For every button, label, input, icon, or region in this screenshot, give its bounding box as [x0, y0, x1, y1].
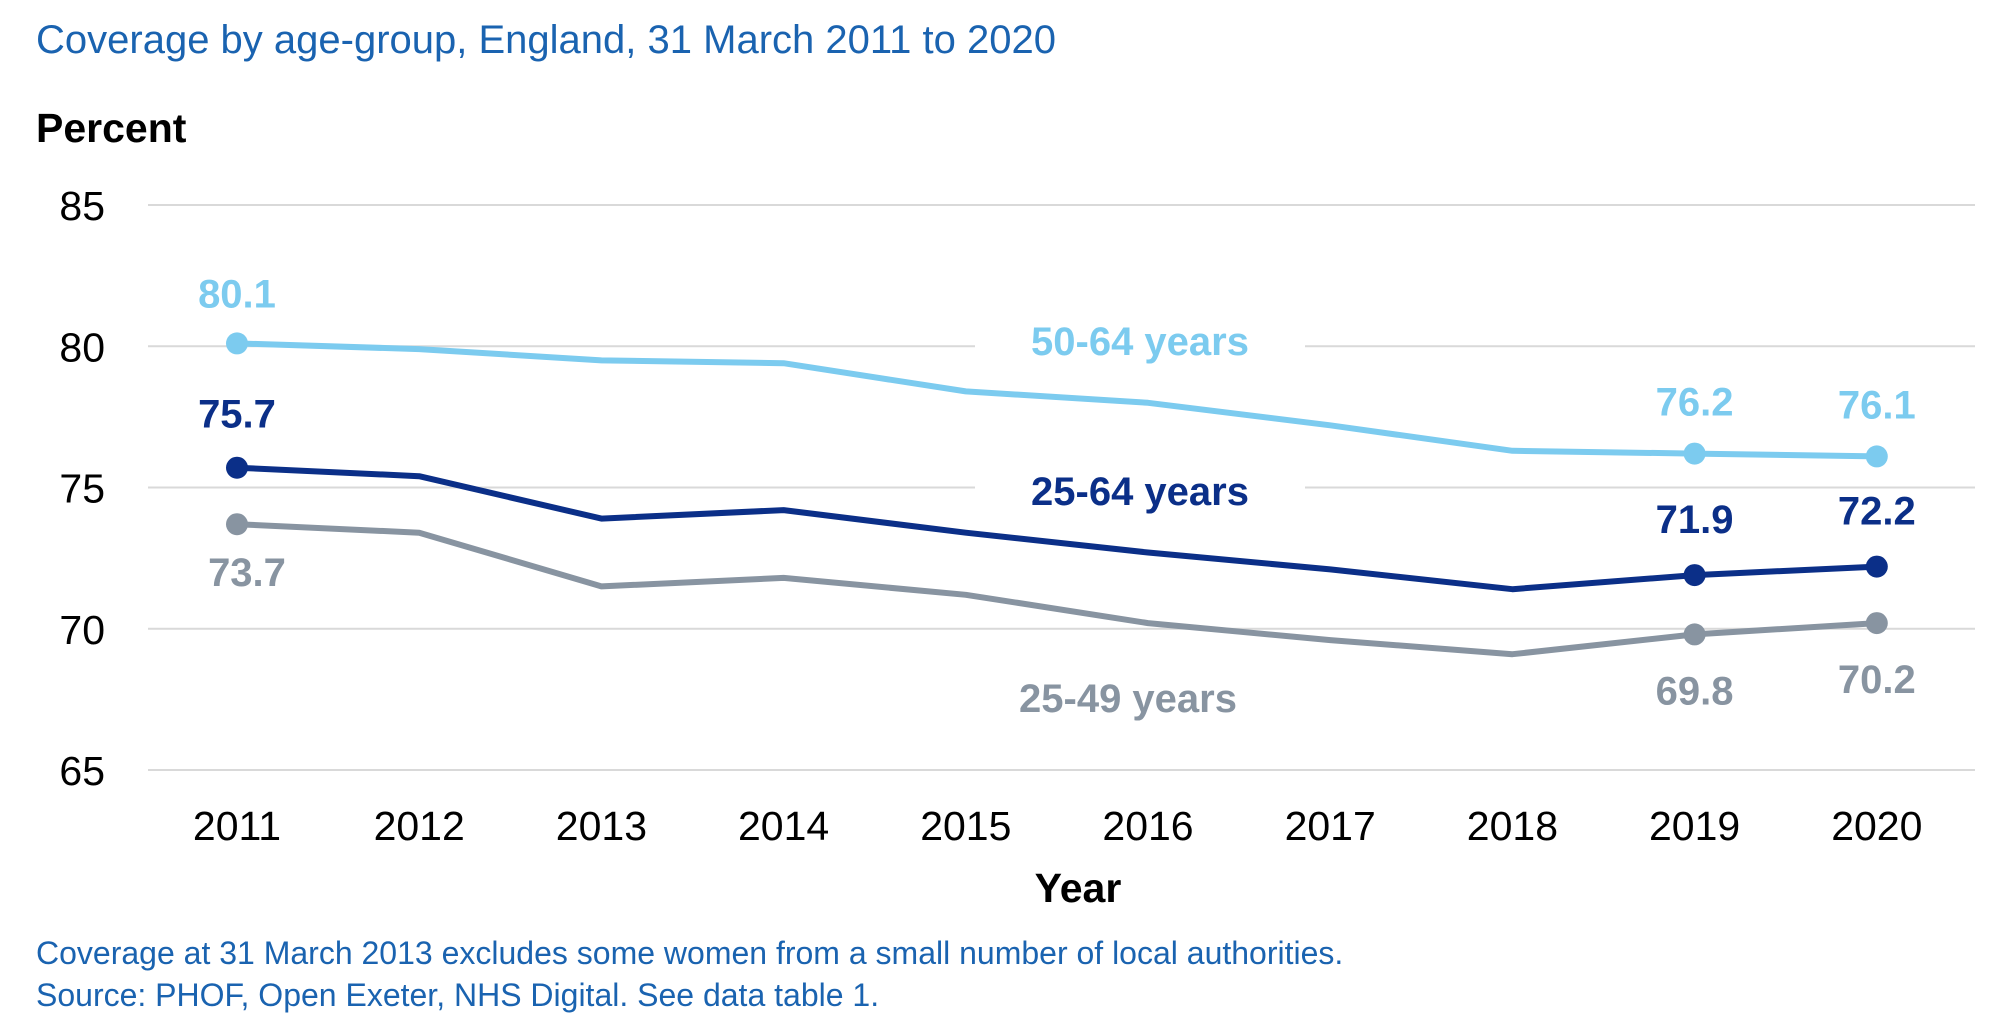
x-axis-title: Year	[1035, 865, 1122, 911]
series-lines	[226, 332, 1888, 658]
x-tick-2015: 2015	[920, 803, 1011, 849]
data-point-25-49-years-2011	[226, 513, 248, 536]
y-tick-65: 65	[59, 748, 105, 794]
x-tick-2017: 2017	[1285, 803, 1376, 849]
data-point-25-64-years-2019	[1683, 564, 1706, 587]
data-label-25-49-years-2011: 73.7	[208, 551, 286, 595]
y-tick-labels: 65 70 75 80 85	[59, 183, 105, 794]
data-label-25-49-years-2020: 70.2	[1838, 658, 1916, 702]
data-label-25-64-years-2020: 72.2	[1838, 490, 1916, 534]
series-label-bg-25-49-years	[968, 672, 1288, 726]
footnote: Coverage at 31 March 2013 excludes some …	[36, 932, 1343, 1016]
x-tick-2020: 2020	[1831, 803, 1922, 849]
y-axis-title: Percent	[36, 105, 187, 151]
y-tick-80: 80	[59, 324, 105, 370]
data-label-25-64-years-2011: 75.7	[198, 393, 276, 437]
series-line-25-49-years	[234, 521, 1880, 658]
x-tick-2013: 2013	[556, 803, 647, 849]
data-point-50-64-years-2019	[1683, 442, 1706, 465]
y-tick-85: 85	[59, 183, 105, 229]
series-label-bg-25-64-years	[975, 465, 1305, 519]
y-tick-70: 70	[59, 607, 105, 653]
data-point-50-64-years-2020	[1865, 445, 1888, 468]
data-point-50-64-years-2011	[226, 332, 248, 355]
data-label-25-49-years-2019: 69.8	[1656, 669, 1734, 713]
x-tick-2014: 2014	[738, 803, 829, 849]
footnote-line-exclusion: Coverage at 31 March 2013 excludes some …	[36, 935, 1344, 971]
data-label-50-64-years-2011: 80.1	[198, 272, 276, 316]
series-label-50-64-years: 50-64 years	[1031, 320, 1249, 364]
data-point-25-64-years-2011	[226, 456, 248, 479]
x-tick-2018: 2018	[1467, 803, 1558, 849]
data-label-25-64-years-2019: 71.9	[1656, 498, 1734, 542]
x-tick-2011: 2011	[193, 803, 281, 849]
series-line-50-64-years	[234, 340, 1880, 460]
series-line-25-64-years	[234, 464, 1880, 593]
x-tick-labels: 2011 2012 2013 2014 2015 2016 2017 2018 2019 2020	[193, 803, 1922, 849]
data-labels: 80.1 76.2 76.1 50-64 years 75.7 71.9 72.2 25-64…	[198, 272, 1916, 726]
chart-title: Coverage by age-group, England, 31 March…	[36, 18, 1056, 62]
data-point-25-49-years-2019	[1683, 623, 1706, 646]
data-point-25-49-years-2020	[1865, 612, 1888, 635]
series-label-25-64-years: 25-64 years	[1031, 470, 1249, 514]
x-tick-2019: 2019	[1649, 803, 1740, 849]
data-label-50-64-years-2020: 76.1	[1838, 383, 1916, 427]
footnote-line-source: Source: PHOF, Open Exeter, NHS Digital. …	[36, 977, 880, 1013]
data-point-25-64-years-2020	[1865, 555, 1888, 578]
series-label-bg-50-64-years	[975, 315, 1305, 369]
data-label-50-64-years-2019: 76.2	[1656, 381, 1734, 425]
series-label-25-49-years: 25-49 years	[1019, 677, 1237, 721]
y-tick-75: 75	[59, 466, 105, 512]
x-tick-2012: 2012	[374, 803, 465, 849]
x-tick-2016: 2016	[1102, 803, 1193, 849]
